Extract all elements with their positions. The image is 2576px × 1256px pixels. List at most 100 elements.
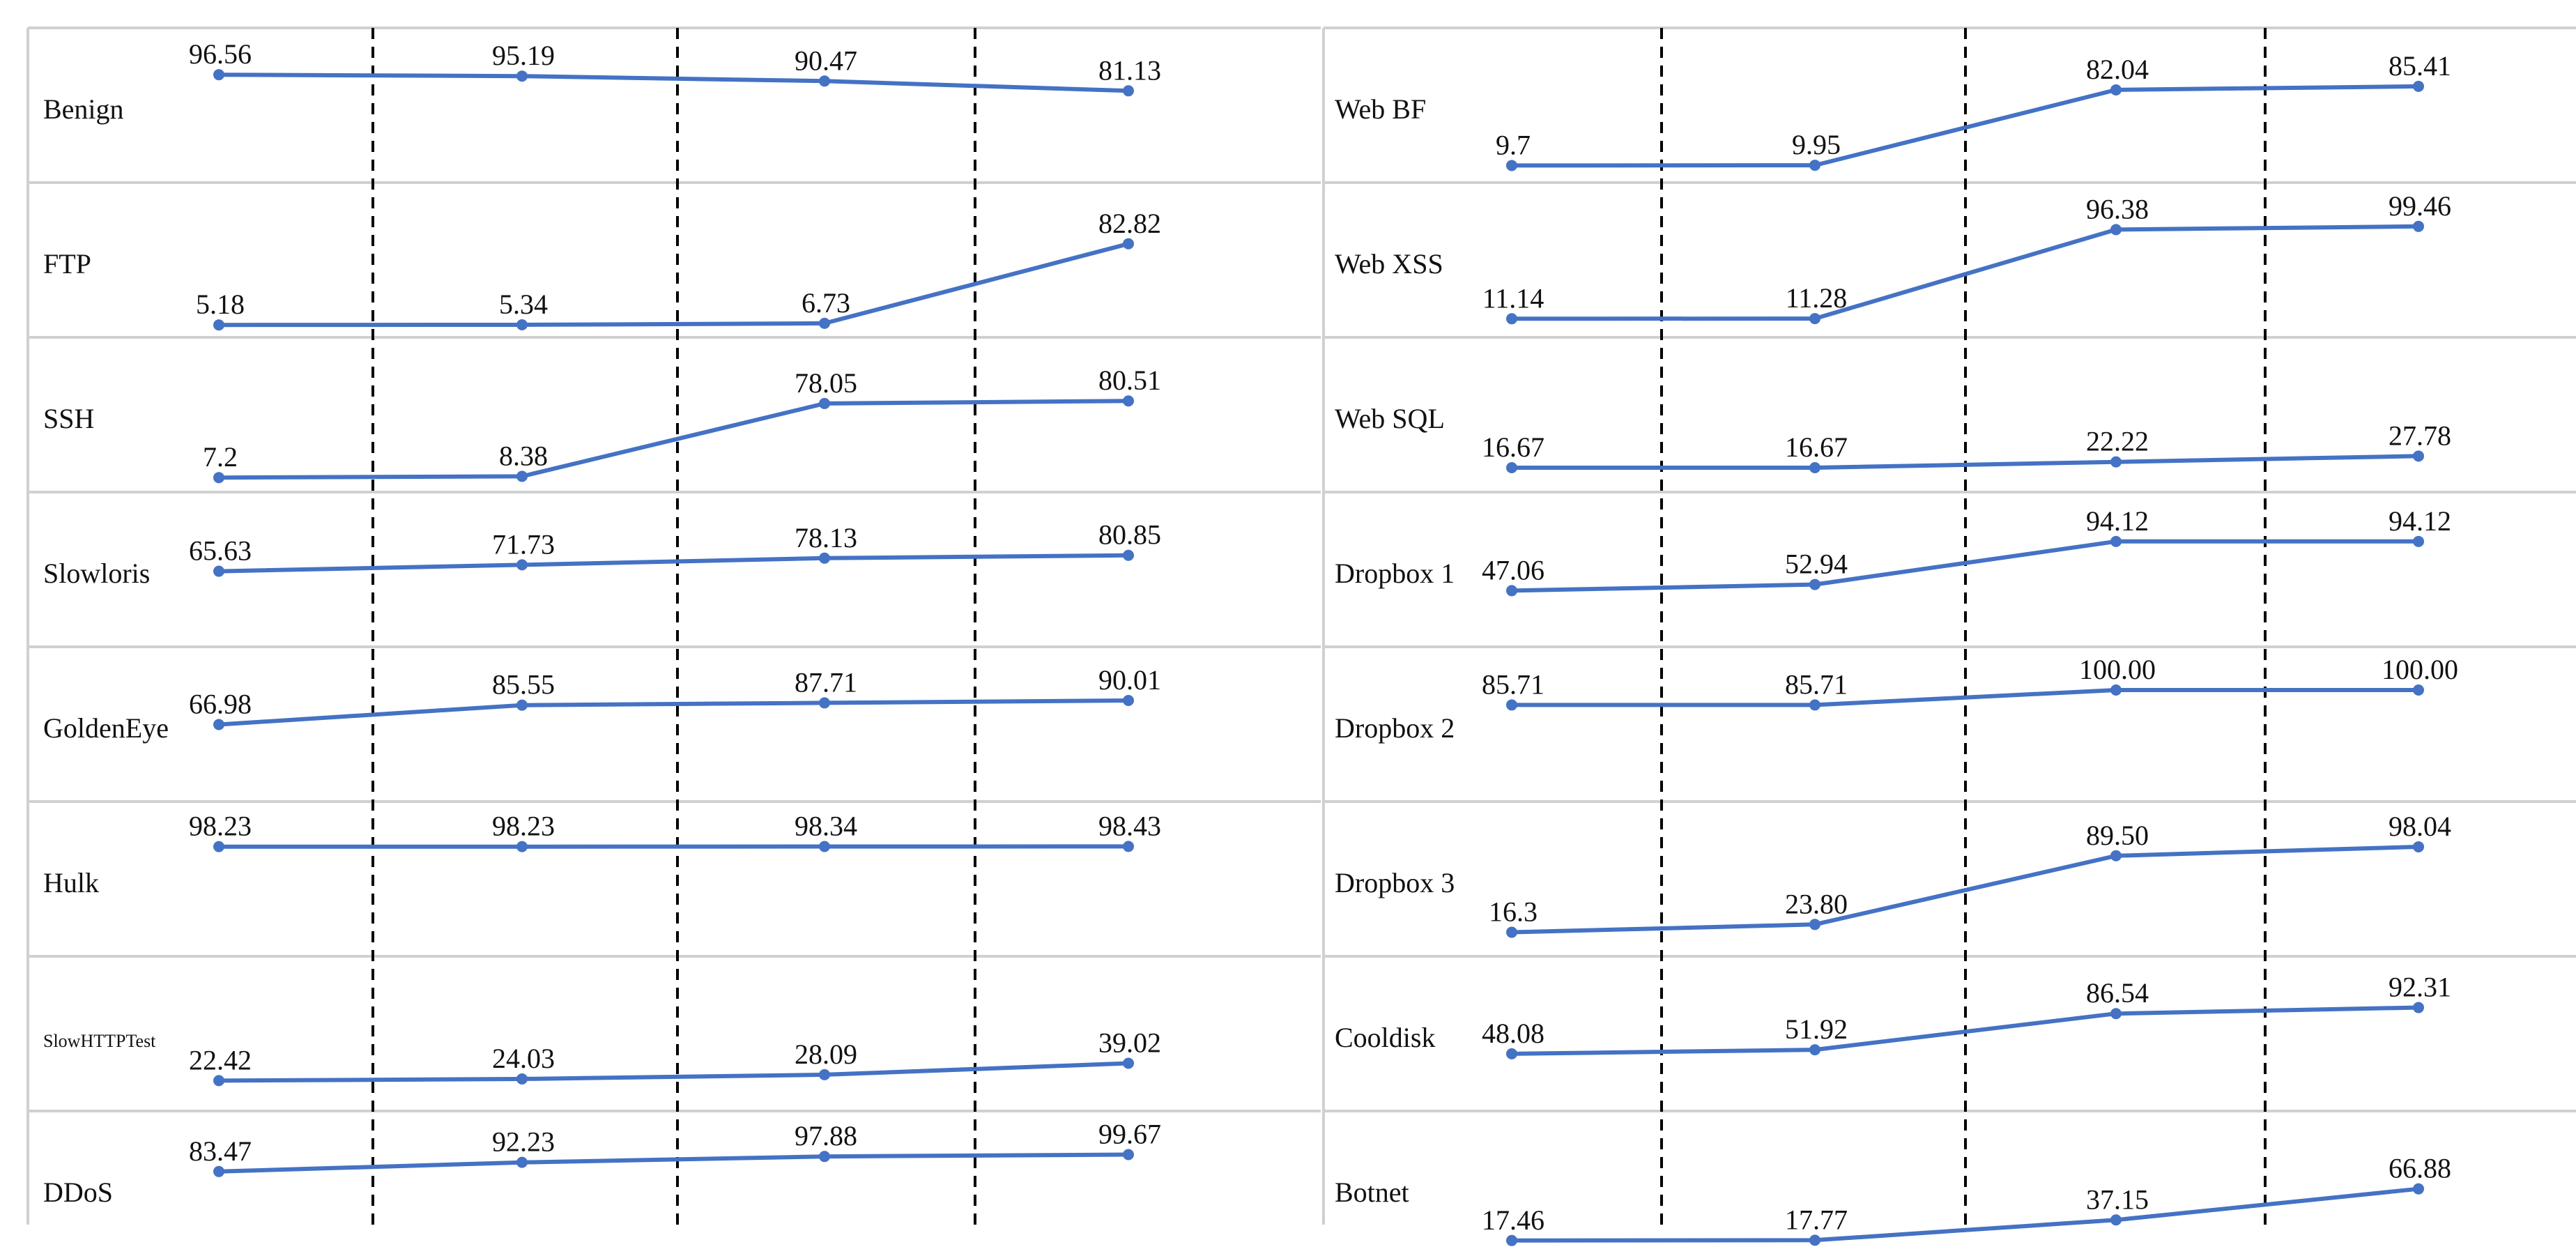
data-point bbox=[2110, 457, 2122, 468]
data-point bbox=[2110, 850, 2122, 861]
data-label: 80.51 bbox=[1098, 365, 1161, 396]
data-label: 9.7 bbox=[1496, 129, 1531, 160]
data-point bbox=[213, 69, 224, 80]
series-line bbox=[219, 1064, 1128, 1081]
data-label: 82.04 bbox=[2086, 54, 2149, 85]
data-point bbox=[516, 1157, 528, 1168]
series-line bbox=[219, 401, 1128, 477]
data-label: 5.34 bbox=[499, 289, 548, 320]
data-point bbox=[213, 1166, 224, 1177]
data-point bbox=[2110, 684, 2122, 696]
data-label: 11.14 bbox=[1482, 282, 1544, 314]
data-point bbox=[2413, 221, 2424, 232]
data-label: 85.41 bbox=[2389, 50, 2451, 82]
series-line bbox=[219, 1155, 1128, 1172]
data-point bbox=[2110, 1214, 2122, 1225]
data-point bbox=[819, 1151, 830, 1162]
data-label: 100.00 bbox=[2382, 654, 2458, 685]
data-point bbox=[2413, 450, 2424, 461]
data-label: 89.50 bbox=[2086, 820, 2149, 851]
data-point bbox=[516, 841, 528, 852]
data-label: 85.55 bbox=[492, 669, 555, 700]
data-point bbox=[819, 553, 830, 564]
data-label: 39.02 bbox=[1098, 1027, 1161, 1058]
data-point bbox=[516, 70, 528, 82]
data-point bbox=[213, 841, 224, 852]
row-label: Slowloris bbox=[43, 558, 150, 589]
row-label: FTP bbox=[43, 248, 91, 279]
data-point bbox=[2413, 81, 2424, 92]
data-label: 92.23 bbox=[492, 1126, 555, 1158]
data-label: 98.34 bbox=[795, 810, 857, 841]
data-label: 87.71 bbox=[795, 666, 857, 698]
data-point bbox=[1506, 927, 1517, 938]
row-label: Web BF bbox=[1335, 93, 1426, 125]
data-point bbox=[819, 841, 830, 852]
data-point bbox=[1809, 1234, 1820, 1246]
data-point bbox=[1123, 1057, 1134, 1069]
data-point bbox=[2110, 224, 2122, 235]
data-label: 11.28 bbox=[1786, 282, 1848, 314]
data-point bbox=[213, 1075, 224, 1086]
data-label: 94.12 bbox=[2086, 505, 2149, 537]
data-label: 65.63 bbox=[189, 535, 252, 567]
data-point bbox=[819, 697, 830, 708]
data-label: 99.67 bbox=[1098, 1118, 1161, 1149]
data-point bbox=[1506, 313, 1517, 324]
data-label: 98.04 bbox=[2389, 811, 2451, 842]
data-label: 78.13 bbox=[795, 522, 857, 553]
data-label: 48.08 bbox=[1482, 1018, 1544, 1049]
data-label: 16.67 bbox=[1785, 431, 1848, 463]
data-label: 37.15 bbox=[2086, 1184, 2149, 1215]
data-label: 95.19 bbox=[492, 40, 555, 71]
data-point bbox=[1123, 695, 1134, 706]
data-label: 66.98 bbox=[189, 689, 252, 720]
data-point bbox=[516, 700, 528, 711]
data-label: 6.73 bbox=[802, 287, 850, 319]
data-label: 96.38 bbox=[2086, 193, 2149, 224]
data-label: 100.00 bbox=[2079, 654, 2156, 685]
data-label: 22.42 bbox=[189, 1044, 252, 1075]
data-label: 17.77 bbox=[1785, 1204, 1848, 1235]
data-point bbox=[2413, 1184, 2424, 1195]
data-label: 90.01 bbox=[1098, 664, 1161, 696]
data-point bbox=[2110, 536, 2122, 547]
data-label: 98.23 bbox=[189, 811, 252, 842]
data-point bbox=[819, 318, 830, 329]
row-label: GoldenEye bbox=[43, 712, 169, 744]
row-label: SlowHTTPTest bbox=[43, 1031, 156, 1051]
series-line bbox=[219, 244, 1128, 325]
row-label: Hulk bbox=[43, 867, 99, 898]
data-label: 16.3 bbox=[1489, 896, 1538, 928]
row-label: SSH bbox=[43, 403, 94, 434]
data-point bbox=[2413, 841, 2424, 852]
data-point bbox=[1809, 462, 1820, 473]
data-point bbox=[1123, 238, 1134, 250]
data-label: 86.54 bbox=[2086, 977, 2149, 1009]
data-point bbox=[1123, 1149, 1134, 1160]
data-point bbox=[1506, 585, 1517, 596]
data-label: 66.88 bbox=[2389, 1153, 2451, 1184]
data-point bbox=[1809, 1044, 1820, 1055]
data-point bbox=[2110, 1008, 2122, 1019]
data-label: 23.80 bbox=[1785, 888, 1848, 919]
data-point bbox=[516, 1073, 528, 1085]
data-label: 83.47 bbox=[189, 1135, 252, 1167]
series-line bbox=[219, 700, 1128, 725]
data-point bbox=[1506, 462, 1517, 473]
row-label: Dropbox 2 bbox=[1335, 712, 1455, 744]
data-point bbox=[213, 319, 224, 330]
data-label: 94.12 bbox=[2389, 505, 2451, 537]
